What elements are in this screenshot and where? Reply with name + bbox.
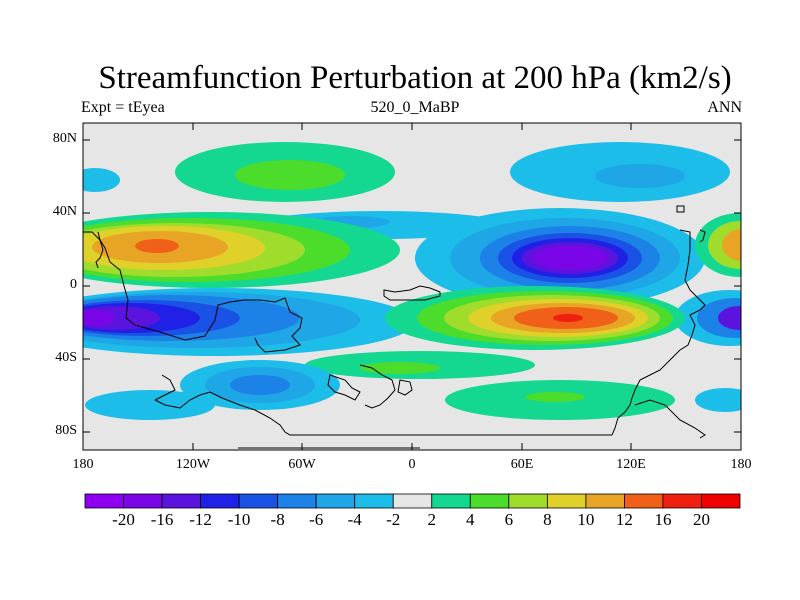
contour-low-asia [415,208,705,308]
colorbar-label: 16 [654,510,672,529]
colorbar-swatch [469,493,510,509]
colorbar-label: 4 [466,510,475,529]
colorbar-swatch [123,493,163,509]
season-label: ANN [707,99,742,116]
contour-high-north-pacific [83,212,400,288]
lon-label: 120E [616,457,646,472]
axis-ticks [83,123,741,450]
colorbar-swatch [546,493,587,509]
colorbar-swatch [392,493,433,509]
colorbar-label: 20 [692,510,710,529]
colorbar-label: -12 [189,510,212,529]
colorbar-swatch [431,493,471,509]
contour-low-south-pacific [83,288,415,356]
colorbar-swatch [315,493,356,509]
lat-label: 40S [55,350,77,365]
map-title: Streamfunction Perturbation at 200 hPa (… [98,60,732,96]
colorbar-label: -10 [227,510,251,529]
colorbar-label: -8 [270,510,285,529]
colorbar-swatch [200,493,240,509]
colorbar-label: -4 [347,510,362,529]
lon-label: 60E [510,457,534,472]
colorbar-label: 10 [577,510,595,529]
lon-label: 60W [288,457,316,472]
contour-field [83,123,741,450]
lon-label: 120W [175,457,211,472]
lon-label: 180 [730,457,752,472]
colorbar-swatch [238,493,279,509]
colorbar-label: 8 [543,510,552,529]
colorbar [84,493,741,509]
lat-label: 0 [70,277,77,292]
lon-label: 180 [72,457,94,472]
colorbar-swatch [662,493,702,509]
experiment-label: Expt = tEyea [81,99,165,116]
colorbar-label: 6 [504,510,514,529]
colorbar-swatch [624,493,664,509]
colorbar-label: -16 [150,510,174,529]
colorbar-label: -20 [112,510,135,529]
colorbar-label: -6 [309,510,324,529]
lat-label: 80S [55,423,77,438]
colorbar-swatch [508,493,548,509]
colorbar-label: 12 [615,510,633,529]
contour-high-indian-ocean [385,286,685,350]
period-label: 520_0_MaBP [370,99,460,116]
colorbar-swatch [84,493,124,509]
colorbar-label: -2 [386,510,401,529]
colorbar-label: 2 [427,510,437,529]
lat-label: 40N [52,204,77,219]
colorbar-swatch [277,493,317,509]
colorbar-swatch [161,493,201,509]
lon-label: 0 [408,457,416,472]
colorbar-swatch [701,493,741,509]
colorbar-swatch [585,493,625,509]
continent-outlines [83,205,706,449]
colorbar-swatch [354,493,394,509]
lat-label: 80N [52,131,77,146]
